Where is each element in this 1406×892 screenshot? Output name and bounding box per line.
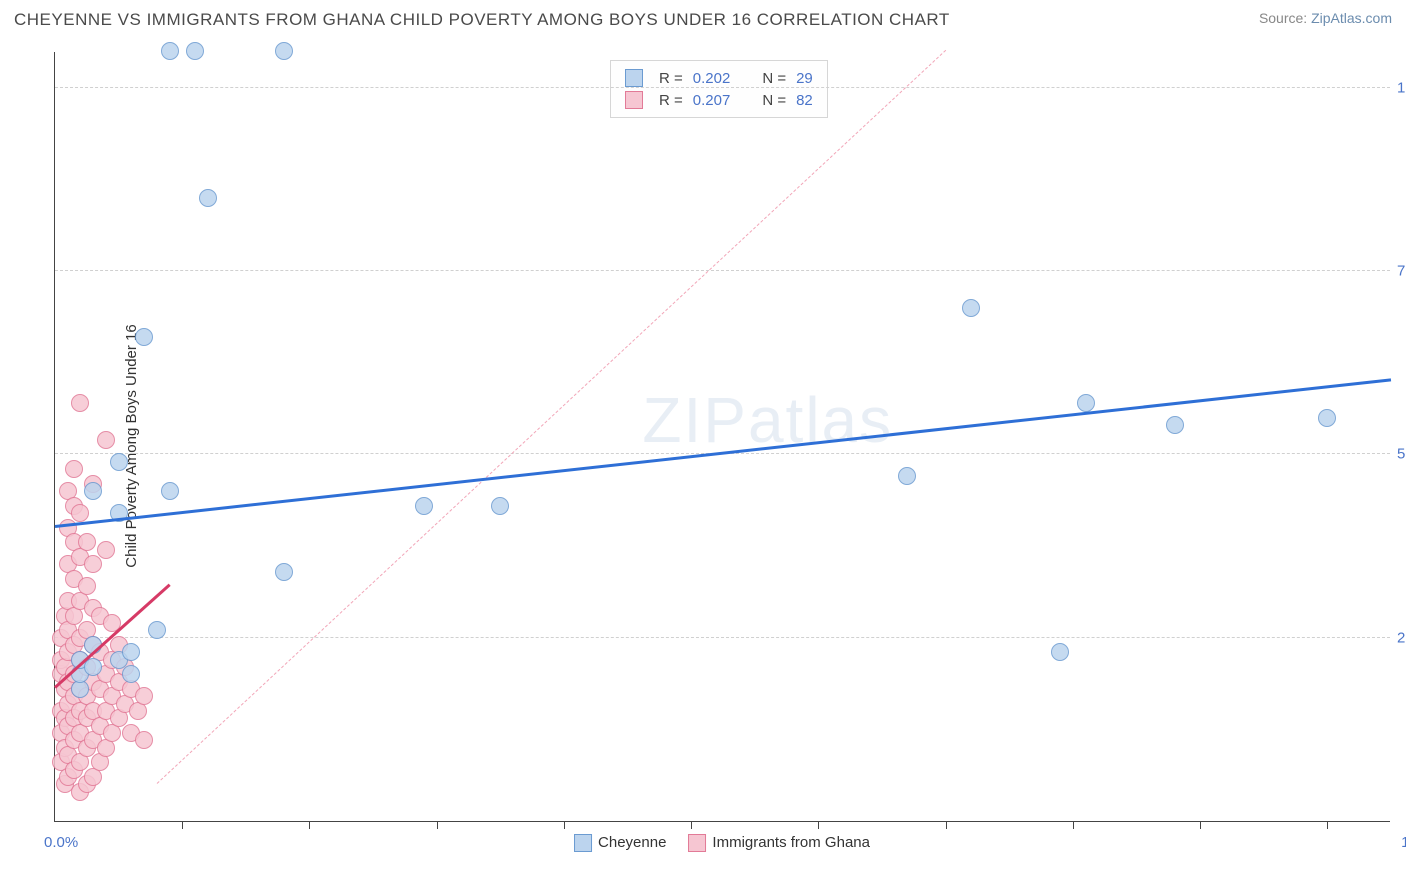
legend-swatch <box>625 91 643 109</box>
watermark: ZIPatlas <box>642 383 893 457</box>
data-point <box>1077 394 1095 412</box>
legend-item: Cheyenne <box>574 834 666 852</box>
r-label: R = <box>659 92 683 109</box>
x-tick <box>437 821 438 829</box>
data-point <box>71 504 89 522</box>
data-point <box>898 467 916 485</box>
gridline-horizontal <box>55 637 1390 638</box>
chart-header: CHEYENNE VS IMMIGRANTS FROM GHANA CHILD … <box>0 0 1406 36</box>
data-point <box>84 555 102 573</box>
data-point <box>78 533 96 551</box>
r-value: 0.202 <box>693 70 731 87</box>
scatter-chart: ZIPatlas R =0.202N =29R =0.207N =82 25.0… <box>54 52 1390 822</box>
data-point <box>65 460 83 478</box>
data-point <box>122 643 140 661</box>
data-point <box>1051 643 1069 661</box>
legend-label: Cheyenne <box>598 834 666 851</box>
r-label: R = <box>659 70 683 87</box>
x-axis-labels: 0.0% CheyenneImmigrants from Ghana 100.0… <box>54 834 1390 864</box>
x-tick <box>564 821 565 829</box>
data-point <box>135 328 153 346</box>
series-legend: Cheyenne Immigrants from Ghana <box>574 834 870 852</box>
x-tick <box>182 821 183 829</box>
legend-swatch <box>574 834 592 852</box>
data-point <box>275 42 293 60</box>
y-tick-label: 100.0% <box>1397 79 1406 96</box>
legend-label: Immigrants from Ghana <box>712 834 870 851</box>
n-label: N = <box>762 70 786 87</box>
data-point <box>148 621 166 639</box>
data-point <box>97 541 115 559</box>
data-point <box>84 482 102 500</box>
x-axis-max-label: 100.0% <box>1401 834 1406 851</box>
legend-swatch <box>688 834 706 852</box>
gridline-horizontal <box>55 270 1390 271</box>
stats-legend-row: R = 0.207 N = 82 <box>625 89 813 111</box>
source-prefix: Source: <box>1259 10 1311 26</box>
x-tick <box>1073 821 1074 829</box>
source-attribution: Source: ZipAtlas.com <box>1259 10 1392 26</box>
gridline-horizontal <box>55 87 1390 88</box>
data-point <box>199 189 217 207</box>
data-point <box>135 687 153 705</box>
data-point <box>135 731 153 749</box>
y-tick-label: 25.0% <box>1397 629 1406 646</box>
x-tick <box>946 821 947 829</box>
source-link[interactable]: ZipAtlas.com <box>1311 10 1392 26</box>
data-point <box>161 482 179 500</box>
data-point <box>122 665 140 683</box>
data-point <box>1166 416 1184 434</box>
data-point <box>97 431 115 449</box>
y-tick-label: 75.0% <box>1397 263 1406 280</box>
chart-title: CHEYENNE VS IMMIGRANTS FROM GHANA CHILD … <box>14 10 950 30</box>
n-value: 29 <box>796 70 813 87</box>
y-tick-label: 50.0% <box>1397 446 1406 463</box>
x-tick <box>309 821 310 829</box>
n-value: 82 <box>796 92 813 109</box>
data-point <box>275 563 293 581</box>
data-point <box>161 42 179 60</box>
legend-swatch <box>625 69 643 87</box>
x-tick <box>1327 821 1328 829</box>
legend-item: Immigrants from Ghana <box>688 834 870 852</box>
x-axis-min-label: 0.0% <box>44 834 78 851</box>
data-point <box>491 497 509 515</box>
data-point <box>78 577 96 595</box>
data-point <box>186 42 204 60</box>
stats-legend: R = 0.202 N = 29 R = 0.207 N = 82 <box>610 60 828 118</box>
data-point <box>415 497 433 515</box>
x-tick <box>818 821 819 829</box>
x-tick <box>691 821 692 829</box>
data-point <box>110 453 128 471</box>
data-point <box>71 394 89 412</box>
n-label: N = <box>762 92 786 109</box>
x-tick <box>1200 821 1201 829</box>
data-point <box>1318 409 1336 427</box>
r-value: 0.207 <box>693 92 731 109</box>
trend-line <box>156 50 946 784</box>
data-point <box>962 299 980 317</box>
